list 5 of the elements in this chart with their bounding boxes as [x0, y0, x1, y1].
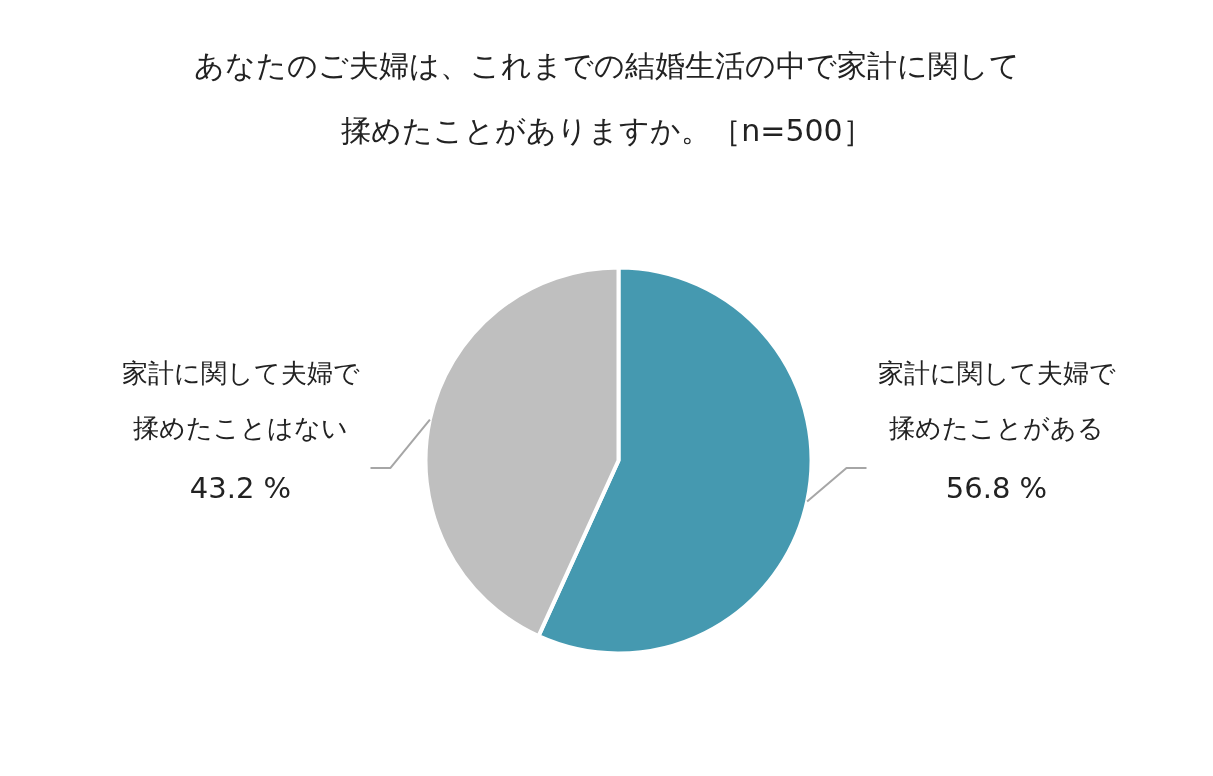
chart-title: あなたのご夫婦は、これまでの結婚生活の中で家計に関して揉めたことがありますか。［n=500］ [194, 48, 1020, 148]
data-label: 56.8 % [945, 470, 1048, 505]
slice-label: 家計に関して夫婦で揉めたことがある [877, 357, 1116, 443]
data-label: 43.2 % [189, 470, 292, 505]
slice-label: 家計に関して夫婦で揉めたことはない [121, 357, 360, 443]
